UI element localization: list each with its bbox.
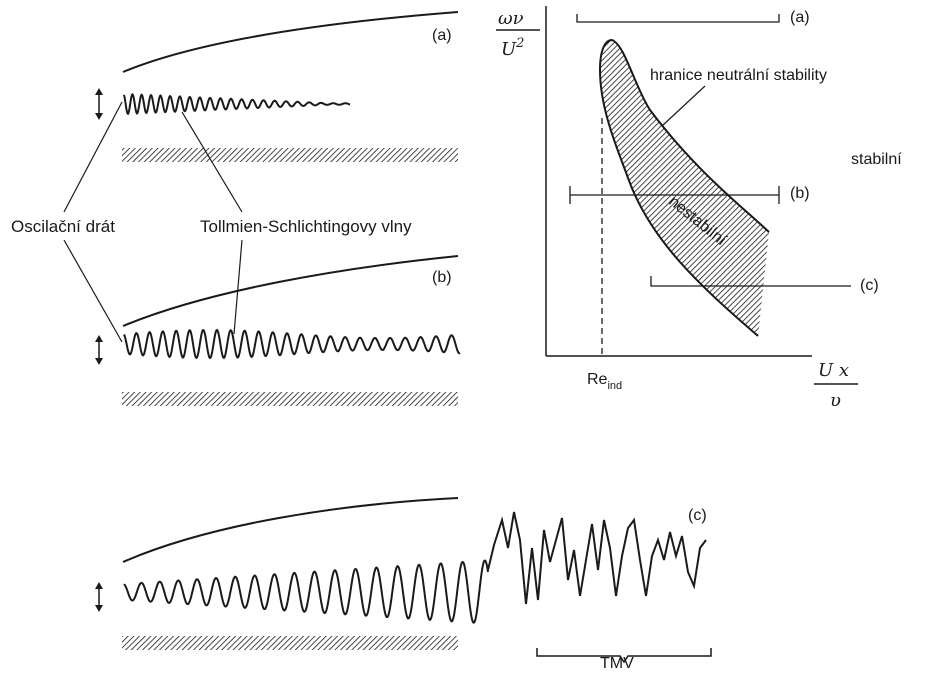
panel-a: (a) xyxy=(95,11,459,162)
panel-c-boundary-layer-edge xyxy=(122,497,459,563)
line-a-tag: (a) xyxy=(790,9,810,26)
panel-a-ts-wave xyxy=(123,92,351,116)
unstable-region xyxy=(600,40,769,336)
frequency-line-c xyxy=(650,276,851,287)
panel-c-wall xyxy=(122,636,458,650)
panel-c-tag: (c) xyxy=(688,507,707,524)
leader-lines xyxy=(63,101,243,343)
stable-label: stabilní xyxy=(851,151,902,168)
stability-diagram: ων U2 U x υ Reind (a) (b) (c) hranice xyxy=(496,6,902,411)
x-axis-label-denominator: υ xyxy=(830,390,841,411)
panel-b-boundary-layer-edge xyxy=(122,255,459,327)
panel-b-ts-wave xyxy=(123,328,461,360)
y-axis-label-denominator: U2 xyxy=(501,36,524,60)
frequency-line-a xyxy=(576,14,780,23)
panel-c-ts-wave xyxy=(123,559,489,624)
ts-waves-label: Tollmien-Schlichtingovy vlny xyxy=(200,217,412,236)
oscillating-wire-label: Oscilační drát xyxy=(11,217,115,236)
panel-a-boundary-layer-edge xyxy=(122,11,459,73)
panel-a-double-arrow xyxy=(95,88,103,120)
panel-c-turbulent-signal xyxy=(487,511,707,605)
panel-b-double-arrow xyxy=(95,335,103,365)
y-axis-label-numerator: ων xyxy=(498,8,524,29)
panel-c: (c) TMV xyxy=(95,497,712,672)
x-axis-label-numerator: U x xyxy=(818,360,849,381)
re-ind-label: Reind xyxy=(587,371,622,392)
panel-b-tag: (b) xyxy=(432,269,452,286)
tmv-label: TMV xyxy=(600,655,634,670)
panel-c-double-arrow xyxy=(95,582,103,612)
tmv-bracket xyxy=(536,648,712,664)
panel-a-wall xyxy=(122,148,458,162)
neutral-stability-label: hranice neutrální stability xyxy=(650,67,827,84)
panel-b: (b) xyxy=(95,255,461,406)
neutral-stability-leader xyxy=(661,85,706,127)
panel-b-wall xyxy=(122,392,458,406)
frequency-line-b xyxy=(569,186,780,204)
line-b-tag: (b) xyxy=(790,185,810,202)
panel-a-tag: (a) xyxy=(432,27,452,44)
neutral-stability-curve xyxy=(598,38,770,337)
line-c-tag: (c) xyxy=(860,277,879,294)
